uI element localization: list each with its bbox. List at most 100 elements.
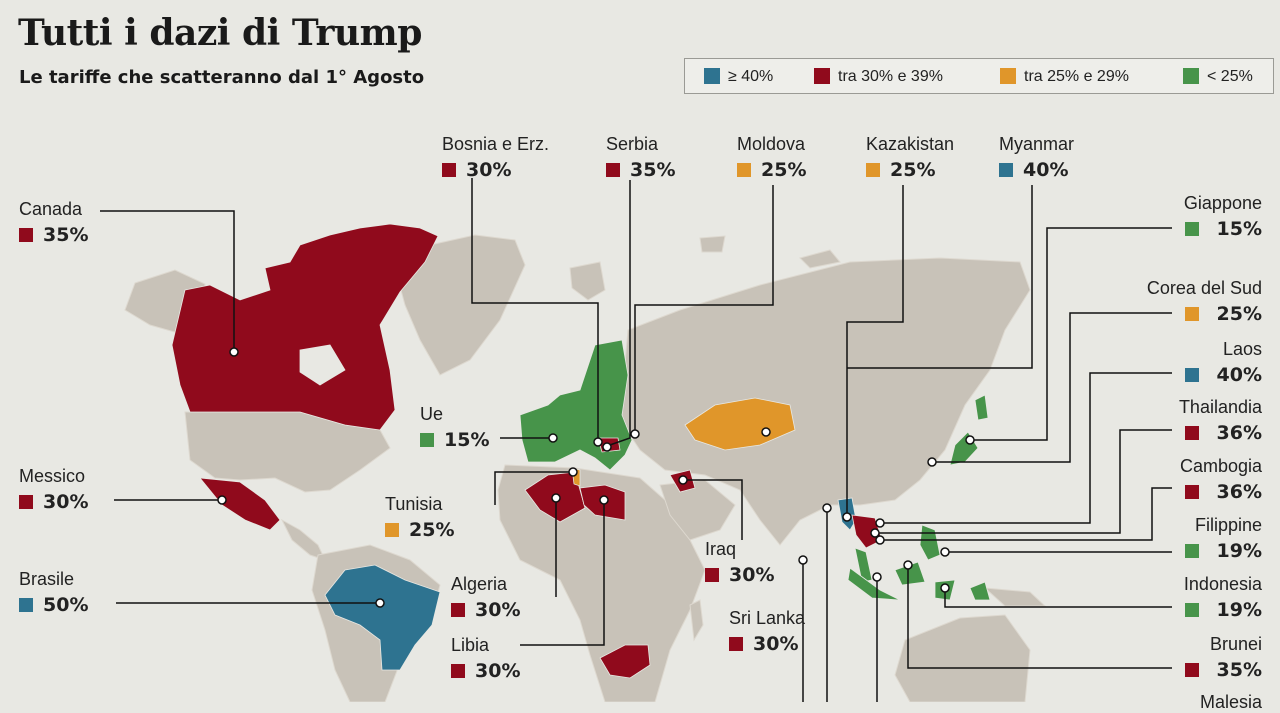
country-mexico [199,477,281,531]
tariff-value: 15% [444,429,490,451]
label-cambogia: Cambogia 36% [1180,456,1262,503]
tariff-value: 35% [43,224,89,246]
tariff-value: 30% [466,159,512,181]
legend-swatch [1000,68,1016,84]
label-serbia: Serbia 35% [606,134,675,181]
label-moldova: Moldova 25% [737,134,806,181]
legend-item-orange: tra 25% e 29% [1000,68,1129,86]
landmass-madagascar [689,599,704,642]
tariff-value: 25% [890,159,936,181]
country-name: Giappone [1183,193,1262,213]
tariff-swatch [1184,663,1199,677]
tariff-swatch [19,598,33,612]
country-name: Brunei [1209,634,1262,654]
country-shapes [171,223,991,679]
country-name: Thailandia [1178,397,1262,417]
tariff-value: 35% [630,159,676,181]
tariff-swatch [1184,307,1199,321]
tariff-value: 15% [1216,218,1262,240]
label-canada: Canada 35% [19,199,88,246]
tariff-swatch [19,495,33,509]
country-brazil [324,564,441,671]
legend-item-red: tra 30% e 39% [814,68,943,86]
tariff-swatch [606,163,620,177]
label-messico: Messico 30% [19,466,88,513]
tariff-swatch [442,163,456,177]
tariff-swatch [999,163,1013,177]
legend-swatch [1183,68,1199,84]
country-kazakhstan [684,397,796,451]
legend-item-blue: ≥ 40% [704,68,773,86]
tariff-value: 30% [753,633,799,655]
label-giappone: Giappone 15% [1184,193,1262,240]
country-name: Tunisia [385,494,443,514]
country-name: Algeria [451,574,508,594]
label-algeria: Algeria 30% [451,574,520,621]
landmass-central-america [280,518,326,561]
tariff-value: 19% [1216,540,1262,562]
country-name: Kazakistan [866,134,955,154]
country-philippines [919,524,941,561]
tariff-swatch [1184,222,1199,236]
legend-item-green: < 25% [1183,68,1253,86]
country-name: Messico [19,466,86,486]
landmass-africa [497,464,706,702]
tariff-value: 30% [43,491,89,513]
country-name: Moldova [737,134,806,154]
label-myanmar: Myanmar 40% [999,134,1074,181]
legend-swatch [704,68,720,84]
country-name: Canada [19,199,83,219]
landmass-australia [894,614,1031,702]
country-name: Filippine [1194,515,1262,535]
landmass-arctic-islands [699,235,841,269]
label-laos: Laos 40% [1184,339,1262,386]
tariff-value: 30% [475,599,521,621]
tariff-value: 25% [409,519,455,541]
tariff-value: 40% [1216,364,1262,386]
label-filippine: Filippine 19% [1184,515,1262,562]
tariff-swatch [705,568,719,582]
tariff-swatch [19,228,33,242]
label-srilanka: Sri Lanka 30% [729,608,805,655]
leader-lines [100,178,1172,702]
country-name: Bosnia e Erz. [442,134,550,154]
tariff-swatch [729,637,743,651]
label-thailandia: Thailandia 36% [1179,397,1262,444]
label-brasile: Brasile 50% [19,569,88,616]
country-name: Cambogia [1179,456,1262,476]
country-canada [171,223,439,431]
label-bosnia: Bosnia e Erz. 30% [442,134,549,181]
tariff-swatch [451,603,465,617]
tariff-value: 35% [1216,659,1262,681]
label-ue: Ue 15% [420,404,489,451]
tariff-swatch [866,163,880,177]
country-name: Brasile [19,569,75,589]
anchor-dots [217,347,975,608]
tariff-value: 36% [1216,481,1262,503]
label-malesia: Malesia [1200,692,1262,713]
landmass-scandinavia-north [569,261,606,301]
map-title: Tutti i dazi di Trump [18,12,422,54]
country-name: Malesia [1199,692,1262,712]
label-libia: Libia 30% [451,635,520,682]
landmass-new-guinea [983,587,1047,607]
landmass-asia [619,257,1031,546]
label-tunisia: Tunisia 25% [385,494,454,541]
country-south-africa [599,644,651,679]
legend-swatch [814,68,830,84]
country-name: Sri Lanka [729,608,806,628]
tariff-swatch [737,163,751,177]
country-name: Libia [451,635,490,655]
tariff-value: 30% [475,660,521,682]
tariff-swatch [385,523,399,537]
country-name: Iraq [705,539,737,559]
country-name: Serbia [606,134,659,154]
country-name: Myanmar [999,134,1075,154]
tariff-swatch [1184,485,1199,499]
tariff-value: 25% [761,159,807,181]
tariff-swatch [420,433,434,447]
tariff-value: 50% [43,594,89,616]
tariff-value: 19% [1216,599,1262,621]
tariff-swatch [1184,544,1199,558]
